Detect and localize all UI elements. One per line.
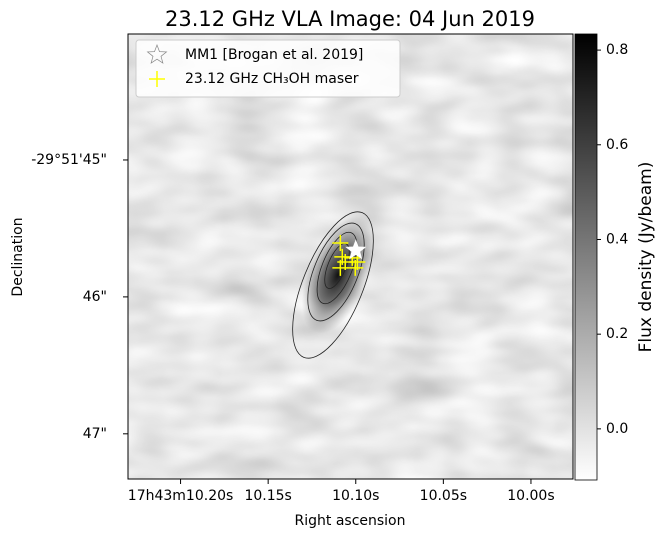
colorbar-label: Flux density (Jy/beam)	[636, 162, 656, 353]
legend-label: MM1 [Brogan et al. 2019]	[185, 47, 363, 63]
maser-marker	[332, 259, 349, 276]
y-tick-label: 46"	[83, 289, 107, 305]
y-tick-label: 47"	[83, 426, 107, 442]
legend-marker	[146, 44, 168, 64]
legend	[135, 39, 401, 98]
colorbar-tick-label: 0.2	[606, 326, 628, 342]
legend-marker	[149, 71, 165, 87]
x-tick-label: 10.10s	[332, 488, 379, 504]
colorbar-tick-label: 0.4	[606, 231, 628, 247]
x-tick-label: 10.00s	[507, 488, 554, 504]
source-marker	[345, 239, 367, 260]
maser-marker	[347, 259, 364, 276]
maser-marker	[332, 234, 349, 251]
y-tick-label: -29°51'45"	[31, 152, 107, 168]
x-tick-label: 10.15s	[244, 488, 291, 504]
plot-frame	[127, 33, 574, 480]
x-tick-label: 17h43m10.20s	[128, 488, 234, 504]
colorbar-tick-label: 0.8	[606, 42, 628, 58]
x-tick-label: 10.05s	[420, 488, 467, 504]
chart-title: 23.12 GHz VLA Image: 04 Jun 2019	[165, 7, 535, 31]
colorbar-tick-label: 0.0	[606, 421, 628, 437]
colorbar-tick-label: 0.6	[606, 137, 628, 153]
colorbar	[574, 33, 598, 481]
y-axis-label: Declination	[10, 217, 26, 296]
legend-label: 23.12 GHz CH₃OH maser	[185, 71, 359, 87]
x-axis-label: Right ascension	[295, 513, 406, 529]
